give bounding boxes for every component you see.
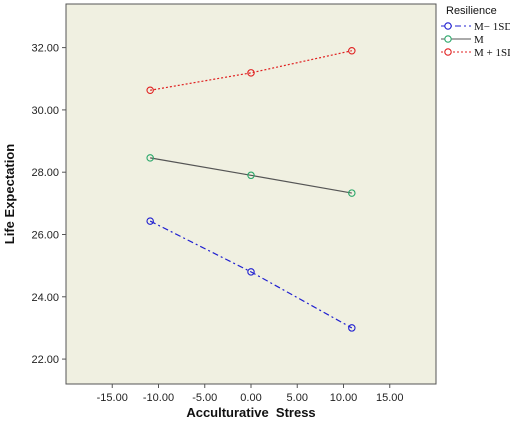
y-tick-label: 30.00 — [31, 105, 59, 117]
data-point — [247, 69, 255, 77]
x-tick-label: 10.00 — [330, 392, 358, 404]
plot-area — [65, 3, 437, 385]
y-tick-label: 26.00 — [31, 229, 59, 241]
data-point — [247, 171, 255, 180]
series-2 — [146, 46, 356, 95]
y-tick-label: 24.00 — [31, 292, 59, 304]
data-point — [146, 86, 154, 95]
x-tick-label: 15.00 — [376, 392, 404, 404]
legend-swatch-marker — [444, 48, 452, 56]
x-tick-label: -5.00 — [192, 392, 217, 404]
x-tick-label: 0.00 — [240, 392, 261, 404]
legend-label: M — [474, 34, 484, 46]
data-point — [247, 268, 255, 276]
legend-label: M + 1SD — [474, 47, 510, 59]
x-tick-label: 5.00 — [287, 392, 308, 404]
y-tick-label: 28.00 — [31, 167, 59, 179]
x-tick-label: -15.00 — [97, 392, 128, 404]
legend-swatch-marker — [444, 22, 452, 30]
series-line — [150, 157, 352, 194]
legend-label: M− 1SD — [474, 21, 510, 33]
x-axis-title: Acculturative Stress — [186, 405, 315, 420]
legend-title: Resilience — [446, 5, 497, 17]
legend-swatch-marker — [444, 35, 452, 43]
data-point — [146, 217, 154, 225]
series-line — [149, 220, 353, 329]
y-axis-title: Life Expectation — [2, 144, 17, 244]
data-point — [348, 324, 356, 332]
data-point — [348, 189, 356, 197]
y-tick-label: 32.00 — [31, 43, 59, 55]
data-point — [348, 46, 356, 55]
x-tick-label: -10.00 — [143, 392, 174, 404]
series-1 — [146, 154, 356, 197]
series-0 — [146, 217, 356, 332]
y-tick-label: 22.00 — [31, 354, 59, 366]
data-point — [146, 154, 154, 162]
